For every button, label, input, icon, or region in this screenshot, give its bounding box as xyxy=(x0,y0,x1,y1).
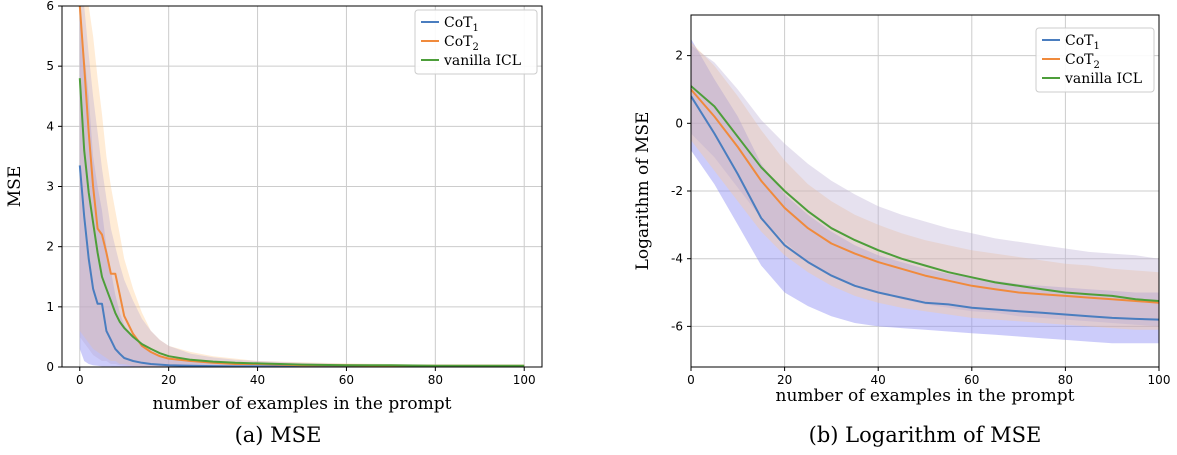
x-axis-label: number of examples in the prompt xyxy=(153,394,452,414)
series-line-3 xyxy=(78,78,525,367)
band-2 xyxy=(691,42,1159,330)
x-tick-label: 20 xyxy=(161,373,176,387)
x-axis-label: number of examples in the prompt xyxy=(776,386,1075,406)
chart-mse: 0 20 40 60 80 100 0 1 2 3 4 5 6 number of examples in… xyxy=(5,0,543,414)
y-tick-label: 5 xyxy=(46,59,54,73)
series-line-1 xyxy=(691,95,1159,321)
series-line-2 xyxy=(691,88,1159,304)
y-tick-label: 2 xyxy=(46,240,54,254)
y-tick-label: 2 xyxy=(675,49,683,63)
y-tick-label: 1 xyxy=(46,300,54,314)
x-tick-label: 40 xyxy=(250,373,265,387)
band-3 xyxy=(691,45,1159,327)
x-tick-label: 100 xyxy=(513,373,536,387)
x-tick-label: 100 xyxy=(1148,373,1171,387)
x-tick-label: 0 xyxy=(687,373,695,387)
x-tick-label: 60 xyxy=(964,373,979,387)
legend-label: CoT1 xyxy=(444,15,479,34)
y-tick-label: 3 xyxy=(46,180,54,194)
y-axis-label: Logarithm of MSE xyxy=(633,112,653,271)
legend-label: vanilla ICL xyxy=(443,53,521,69)
legend-box xyxy=(1035,27,1155,93)
y-tick-label: 0 xyxy=(675,116,683,130)
x-tick-label: 40 xyxy=(871,373,886,387)
legend-label: CoT2 xyxy=(1065,52,1100,71)
legend-box xyxy=(414,9,538,75)
band-1 xyxy=(691,38,1159,344)
legend-label: CoT1 xyxy=(1065,33,1100,52)
x-tick-label: 60 xyxy=(339,373,354,387)
series-line-1 xyxy=(78,165,525,367)
series-line-3 xyxy=(691,85,1159,302)
legend-label: CoT2 xyxy=(444,34,479,53)
caption-a: (a) MSE xyxy=(235,423,322,447)
caption-b: (b) Logarithm of MSE xyxy=(809,423,1042,447)
y-tick-label: 4 xyxy=(46,119,54,133)
y-tick-label: -2 xyxy=(671,184,683,198)
y-tick-label: -6 xyxy=(671,319,683,333)
x-tick-label: 20 xyxy=(777,373,792,387)
band-3 xyxy=(79,6,525,367)
chart-log-mse: 0 20 40 60 80 100 -6 -4 -2 0 2 number of examples i… xyxy=(633,14,1171,406)
y-tick-label: -4 xyxy=(671,252,683,266)
band-1 xyxy=(79,6,525,367)
y-axis-label: MSE xyxy=(5,166,25,207)
y-tick-label: 0 xyxy=(46,360,54,374)
x-tick-label: 0 xyxy=(76,373,84,387)
x-tick-label: 80 xyxy=(428,373,443,387)
band-2 xyxy=(79,6,525,367)
legend-label: vanilla ICL xyxy=(1064,71,1142,87)
y-tick-label: 6 xyxy=(46,0,54,13)
x-tick-label: 80 xyxy=(1058,373,1073,387)
